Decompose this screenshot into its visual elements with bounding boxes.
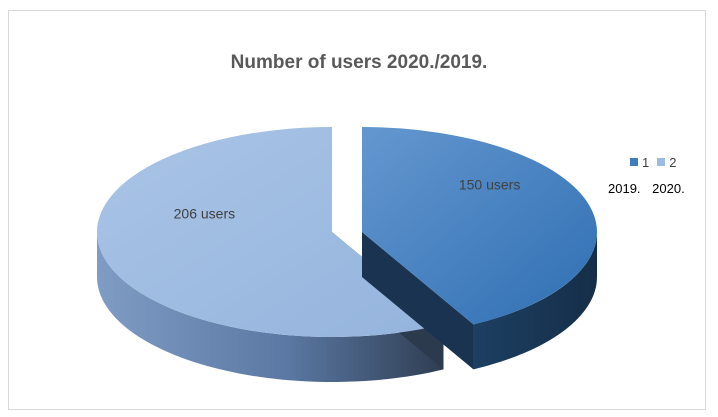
legend-years: 2019. 2020. xyxy=(608,181,693,196)
slice-2-side xyxy=(97,232,444,382)
legend-swatch-2 xyxy=(657,158,666,166)
legend-entry-1: 1 xyxy=(630,155,649,170)
slice-1-side xyxy=(473,232,597,370)
slice-2 xyxy=(97,126,444,337)
legend-label-1: 1 xyxy=(642,154,650,170)
slice-1 xyxy=(362,127,598,325)
data-label-1: 150 users xyxy=(459,177,520,193)
chart-title: Number of users 2020./2019. xyxy=(230,52,488,73)
legend-swatch-1 xyxy=(630,158,638,166)
legend-label-2: 2 xyxy=(669,154,677,170)
legend-year-1: 2019. xyxy=(608,181,641,196)
legend-year-2: 2020. xyxy=(652,181,685,196)
data-label-2: 206 users xyxy=(174,205,235,221)
chart-legend: 1 2 xyxy=(630,154,680,170)
slice-1-cut-face xyxy=(362,232,474,370)
legend-entry-2: 2 xyxy=(657,155,676,170)
